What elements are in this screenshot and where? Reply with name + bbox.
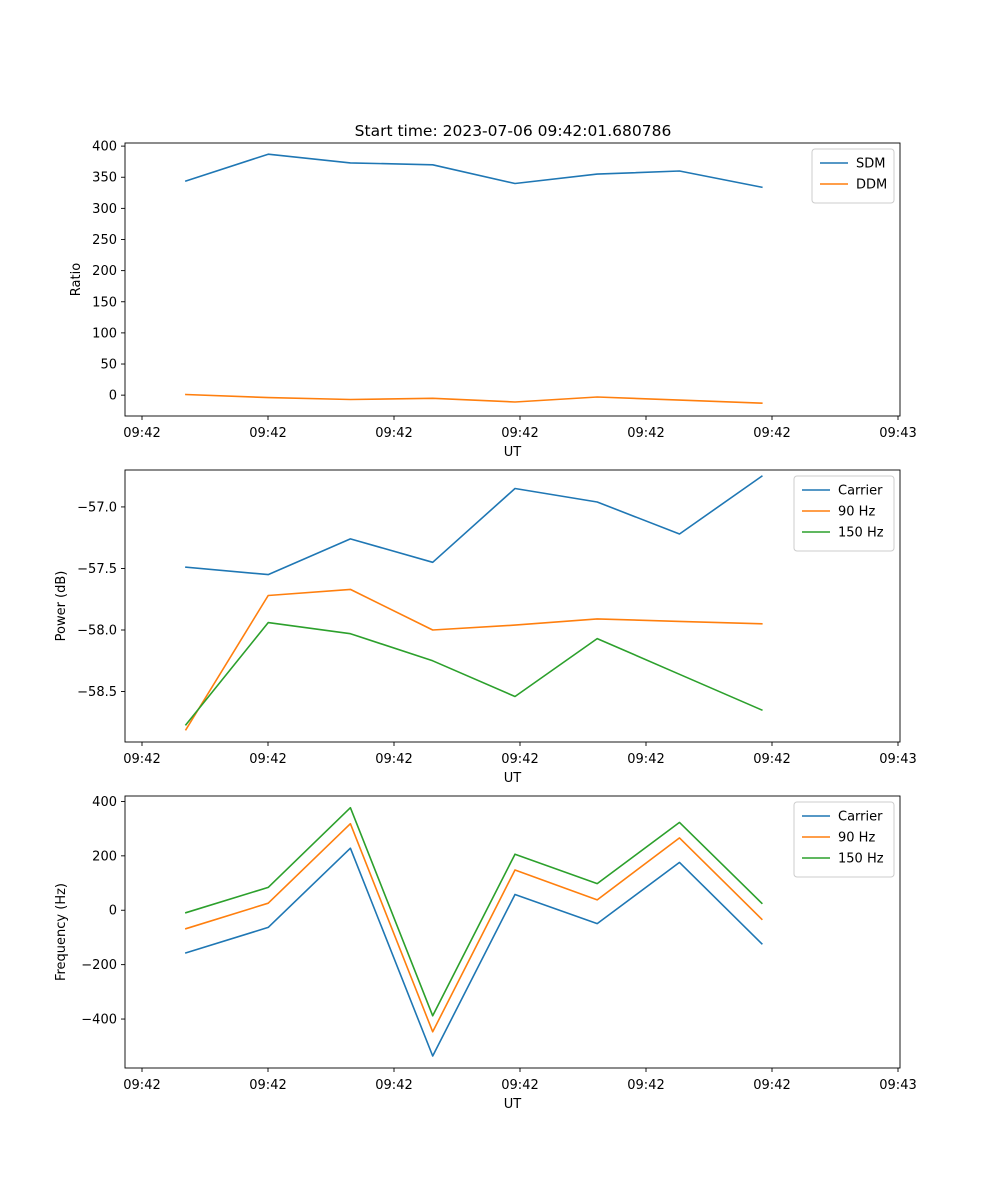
panel-3: 09:42 09:42 09:42 09:42 09:42 09:42 09:43 −400 −… <box>54 795 917 1112</box>
x-tick-label: 09:42 <box>123 752 160 767</box>
y-axis-label: Frequency (Hz) <box>54 883 69 981</box>
x-tick-label: 09:42 <box>501 752 538 767</box>
series-line-sdm <box>184 153 763 189</box>
x-tick-label: 09:42 <box>627 426 664 441</box>
y-axis-label: Ratio <box>69 263 84 296</box>
y-tick-label: 300 <box>92 202 117 217</box>
x-tick-label: 09:42 <box>753 426 790 441</box>
x-tick-label: 09:42 <box>375 426 412 441</box>
legend-entry: 90 Hz <box>838 505 875 520</box>
y-axis-label: Power (dB) <box>54 571 69 642</box>
series-line-90-hz <box>184 822 763 1033</box>
legend-entry: 150 Hz <box>838 526 884 541</box>
y-tick-label: −57.5 <box>77 562 117 577</box>
x-tick-label: 09:42 <box>375 752 412 767</box>
series-line-carrier <box>185 475 763 576</box>
y-tick-label: 350 <box>92 171 117 186</box>
y-tick-label: 150 <box>92 295 117 310</box>
series-line-150-hz <box>184 806 763 1017</box>
axes-frame <box>124 795 901 1069</box>
y-tick-label: −57.0 <box>77 500 117 515</box>
panel-1: 09:42 09:42 09:42 09:42 09:42 09:42 09:43 0 50 10… <box>69 140 917 460</box>
x-tick-label: 09:42 <box>501 1078 538 1093</box>
y-tick-label: −58.0 <box>77 624 117 639</box>
x-tick-label: 09:42 <box>753 1078 790 1093</box>
y-tick-label: 200 <box>92 264 117 279</box>
series-line-ddm <box>185 393 763 405</box>
series-line-150-hz <box>184 621 763 726</box>
y-tick-label: 0 <box>109 904 117 919</box>
x-tick-label: 09:42 <box>123 1078 160 1093</box>
legend: Carrier 90 Hz 150 Hz <box>793 475 895 552</box>
legend-entry: Carrier <box>838 810 883 825</box>
legend-entry: 150 Hz <box>838 852 884 867</box>
legend-entry: DDM <box>856 178 887 193</box>
x-axis-label: UT <box>504 1097 522 1112</box>
y-tick-label: −58.5 <box>77 685 117 700</box>
x-tick-label: 09:42 <box>123 426 160 441</box>
y-tick-label: −400 <box>81 1013 117 1028</box>
y-tick-label: 100 <box>92 326 117 341</box>
y-tick-label: 400 <box>92 140 117 155</box>
x-tick-label: 09:42 <box>501 426 538 441</box>
x-tick-label: 09:43 <box>879 426 916 441</box>
x-tick-label: 09:42 <box>753 752 790 767</box>
legend: Carrier 90 Hz 150 Hz <box>793 801 895 878</box>
y-tick-label: 0 <box>109 389 117 404</box>
y-tick-label: 250 <box>92 233 117 248</box>
x-tick-label: 09:42 <box>249 752 286 767</box>
x-tick-label: 09:43 <box>879 1078 916 1093</box>
y-tick-label: 400 <box>92 795 117 810</box>
x-tick-label: 09:42 <box>249 1078 286 1093</box>
series-line-90-hz <box>184 588 763 731</box>
y-tick-label: 200 <box>92 849 117 864</box>
x-axis-label: UT <box>504 771 522 786</box>
x-tick-label: 09:42 <box>375 1078 412 1093</box>
axes-frame <box>124 469 901 743</box>
x-tick-label: 09:42 <box>249 426 286 441</box>
panel-2: 09:42 09:42 09:42 09:42 09:42 09:42 09:43 −58.5… <box>54 469 917 786</box>
legend-entry: SDM <box>856 157 885 172</box>
axes-frame <box>124 142 901 417</box>
x-tick-label: 09:42 <box>627 1078 664 1093</box>
x-tick-label: 09:42 <box>627 752 664 767</box>
x-tick-label: 09:43 <box>879 752 916 767</box>
y-tick-label: 50 <box>100 358 117 373</box>
legend: SDM DDM <box>811 148 895 204</box>
legend-entry: Carrier <box>838 484 883 499</box>
chart-title: Start time: 2023-07-06 09:42:01.680786 <box>355 122 672 140</box>
series-line-carrier <box>184 847 763 1057</box>
x-axis-label: UT <box>504 445 522 460</box>
legend-entry: 90 Hz <box>838 831 875 846</box>
y-tick-label: −200 <box>81 958 117 973</box>
